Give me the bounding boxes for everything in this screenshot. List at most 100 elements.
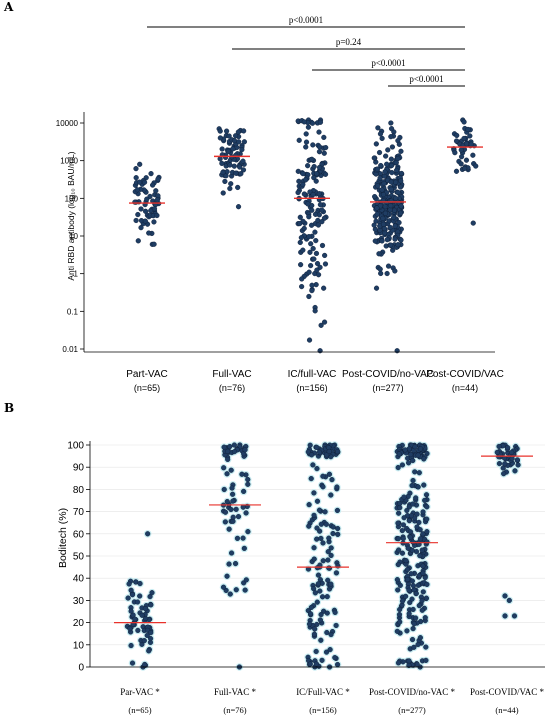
data-point <box>320 473 326 479</box>
data-point <box>129 660 136 666</box>
data-point <box>240 167 247 173</box>
data-point <box>423 644 429 650</box>
data-point <box>235 184 241 191</box>
data-point <box>395 464 401 471</box>
data-point <box>334 484 340 490</box>
data-point <box>313 178 319 184</box>
data-point <box>308 604 314 611</box>
data-point <box>242 447 248 453</box>
data-point <box>221 444 227 450</box>
data-point <box>297 239 303 246</box>
data-point <box>332 609 338 616</box>
data-point <box>413 495 419 501</box>
data-point <box>316 149 323 155</box>
data-point <box>396 510 402 516</box>
x-category-label-a: Post-COVID/VAC <box>426 369 504 380</box>
data-point <box>410 501 416 507</box>
data-point <box>377 175 383 181</box>
data-point <box>453 138 460 144</box>
y-tick-label-a: 1000 <box>60 157 78 166</box>
data-point <box>414 511 420 517</box>
p-value-label: p<0.0001 <box>409 74 443 84</box>
x-category-label-b: Par-VAC * <box>120 687 160 697</box>
data-point <box>314 525 320 531</box>
data-point <box>224 169 230 175</box>
data-point <box>424 539 430 545</box>
data-point <box>398 178 404 184</box>
data-point <box>334 661 341 668</box>
data-point <box>230 146 236 152</box>
data-point <box>335 531 341 537</box>
data-point <box>303 177 309 183</box>
data-point <box>318 637 324 643</box>
data-point <box>397 210 404 216</box>
x-category-n-b: (n=65) <box>128 705 151 715</box>
data-point <box>231 449 238 455</box>
data-point <box>393 195 399 201</box>
data-point <box>330 530 336 537</box>
data-point <box>129 592 136 598</box>
data-point <box>317 144 323 150</box>
data-point <box>505 445 511 451</box>
data-point <box>384 270 390 277</box>
data-point <box>422 497 428 503</box>
data-point <box>463 141 470 147</box>
data-point <box>335 449 341 455</box>
x-axis-categories-a: Part-VAC (n=65) Full-VAC (n=76) IC/full-VAC (… <box>126 369 504 393</box>
data-point <box>305 201 311 207</box>
data-point <box>328 552 334 559</box>
data-point <box>236 139 242 145</box>
data-point <box>401 494 407 500</box>
data-point <box>227 162 233 168</box>
data-point <box>382 169 388 175</box>
data-point <box>309 452 315 458</box>
data-point <box>301 119 307 125</box>
data-point <box>305 163 311 169</box>
data-point <box>384 161 390 167</box>
data-point <box>327 646 333 653</box>
data-point <box>378 162 384 169</box>
data-point <box>300 247 306 253</box>
y-tick-label-b: 60 <box>73 529 85 540</box>
data-point <box>458 161 464 167</box>
data-point <box>141 638 147 644</box>
data-point <box>306 337 313 343</box>
comparison-brackets: p<0.0001 p=0.24 p<0.0001 p<0.0001 <box>147 15 465 87</box>
data-point <box>144 632 150 639</box>
data-point <box>462 165 468 171</box>
data-points-b <box>124 442 521 670</box>
data-point <box>458 147 464 153</box>
data-point <box>410 477 416 484</box>
data-point <box>416 519 422 526</box>
data-point <box>136 179 143 185</box>
y-tick-label-b: 40 <box>73 574 85 585</box>
data-point <box>396 547 402 553</box>
data-point <box>319 657 325 663</box>
data-point <box>423 492 430 498</box>
data-point <box>393 160 399 166</box>
data-point <box>151 206 158 212</box>
data-point <box>225 456 231 463</box>
data-point <box>314 466 320 472</box>
data-point <box>424 581 430 588</box>
data-point <box>409 636 416 643</box>
data-point <box>416 572 422 579</box>
data-point <box>323 521 329 527</box>
data-point <box>243 510 249 516</box>
data-point <box>398 237 404 243</box>
data-point <box>420 509 426 515</box>
data-point <box>322 509 328 515</box>
data-point <box>502 613 508 619</box>
data-point <box>404 507 410 514</box>
chart-panel-b: Boditech (%) 0 10 20 30 40 50 60 70 80 90 100 Par-… <box>57 441 545 715</box>
data-point <box>245 529 251 535</box>
data-point <box>233 170 239 176</box>
data-point <box>470 152 476 158</box>
data-point <box>388 156 394 162</box>
data-point <box>408 571 414 577</box>
data-point <box>395 587 401 593</box>
data-point <box>421 482 427 488</box>
data-point <box>410 583 416 589</box>
data-point <box>307 611 314 617</box>
